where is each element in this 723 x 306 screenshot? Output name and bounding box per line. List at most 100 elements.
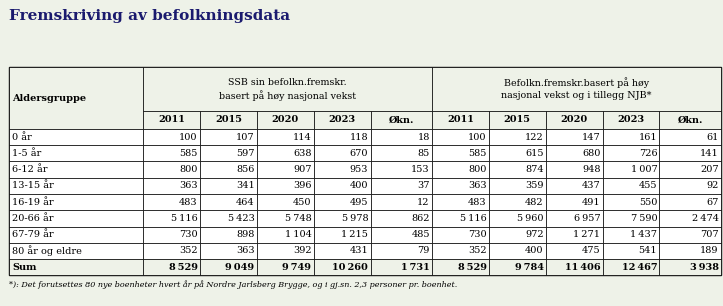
- Bar: [143, 111, 200, 129]
- Text: SSB sin befolkn.fremskr.: SSB sin befolkn.fremskr.: [228, 78, 347, 87]
- Bar: [370, 194, 432, 210]
- Text: 800: 800: [469, 165, 487, 174]
- Text: 972: 972: [525, 230, 544, 239]
- Text: 1-5 år: 1-5 år: [12, 149, 41, 158]
- Bar: [370, 178, 432, 194]
- Bar: [257, 194, 314, 210]
- Text: 1 104: 1 104: [285, 230, 312, 239]
- Text: 670: 670: [350, 149, 368, 158]
- Text: 147: 147: [581, 132, 600, 141]
- Bar: [200, 178, 257, 194]
- Bar: [200, 194, 257, 210]
- Bar: [314, 194, 370, 210]
- Text: Økn.: Økn.: [677, 115, 703, 125]
- Text: 359: 359: [525, 181, 544, 190]
- Text: 363: 363: [179, 181, 197, 190]
- Text: 800: 800: [179, 165, 197, 174]
- Text: 12 467: 12 467: [622, 263, 657, 272]
- Bar: [489, 210, 546, 226]
- Bar: [257, 259, 314, 275]
- Text: 491: 491: [582, 198, 600, 207]
- Bar: [314, 178, 370, 194]
- Text: 37: 37: [417, 181, 429, 190]
- Text: Befolkn.fremskr.basert på høy: Befolkn.fremskr.basert på høy: [504, 77, 649, 88]
- Text: 485: 485: [411, 230, 429, 239]
- Text: Aldersgruppe: Aldersgruppe: [12, 94, 87, 103]
- Text: 726: 726: [638, 149, 657, 158]
- Text: 495: 495: [350, 198, 368, 207]
- Bar: [370, 129, 432, 145]
- Bar: [9, 210, 143, 226]
- Text: 16-19 år: 16-19 år: [12, 198, 54, 207]
- Bar: [659, 194, 721, 210]
- Text: 7 590: 7 590: [630, 214, 657, 223]
- Text: 118: 118: [350, 132, 368, 141]
- Text: 122: 122: [525, 132, 544, 141]
- Bar: [200, 226, 257, 243]
- Bar: [546, 111, 602, 129]
- Bar: [546, 145, 602, 162]
- Text: 5 960: 5 960: [517, 214, 544, 223]
- Bar: [489, 162, 546, 178]
- Text: 9 049: 9 049: [226, 263, 254, 272]
- Text: 953: 953: [350, 165, 368, 174]
- Text: 1 731: 1 731: [401, 263, 429, 272]
- Bar: [602, 243, 659, 259]
- Bar: [143, 145, 200, 162]
- Bar: [314, 129, 370, 145]
- Bar: [9, 145, 143, 162]
- Text: 1 007: 1 007: [630, 165, 657, 174]
- Text: 1 271: 1 271: [573, 230, 600, 239]
- Bar: [602, 226, 659, 243]
- Text: 730: 730: [468, 230, 487, 239]
- Bar: [602, 259, 659, 275]
- Bar: [546, 162, 602, 178]
- Bar: [200, 162, 257, 178]
- Bar: [546, 178, 602, 194]
- Bar: [489, 226, 546, 243]
- Text: 437: 437: [581, 181, 600, 190]
- Text: 85: 85: [417, 149, 429, 158]
- Text: 6-12 år: 6-12 år: [12, 165, 48, 174]
- Text: 707: 707: [700, 230, 719, 239]
- Bar: [432, 129, 489, 145]
- Bar: [602, 111, 659, 129]
- Text: Sum: Sum: [12, 263, 37, 272]
- Text: 680: 680: [582, 149, 600, 158]
- Text: 482: 482: [525, 198, 544, 207]
- Text: 2015: 2015: [215, 115, 241, 125]
- Text: 450: 450: [293, 198, 312, 207]
- Text: 550: 550: [639, 198, 657, 207]
- Bar: [9, 67, 143, 129]
- Bar: [370, 243, 432, 259]
- Bar: [314, 226, 370, 243]
- Bar: [143, 243, 200, 259]
- Text: 61: 61: [706, 132, 719, 141]
- Text: 153: 153: [411, 165, 429, 174]
- Bar: [314, 259, 370, 275]
- Bar: [370, 145, 432, 162]
- Bar: [602, 194, 659, 210]
- Bar: [9, 259, 143, 275]
- Bar: [489, 259, 546, 275]
- Text: 363: 363: [236, 246, 254, 256]
- Text: 464: 464: [236, 198, 254, 207]
- Text: 862: 862: [411, 214, 429, 223]
- Text: 11 406: 11 406: [565, 263, 600, 272]
- Text: 400: 400: [525, 246, 544, 256]
- Bar: [489, 129, 546, 145]
- Bar: [314, 243, 370, 259]
- Text: 363: 363: [468, 181, 487, 190]
- Text: 161: 161: [638, 132, 657, 141]
- Bar: [200, 243, 257, 259]
- Text: 6 957: 6 957: [574, 214, 600, 223]
- Text: 80 år og eldre: 80 år og eldre: [12, 246, 82, 256]
- Bar: [602, 145, 659, 162]
- Bar: [143, 210, 200, 226]
- Bar: [9, 226, 143, 243]
- Bar: [546, 210, 602, 226]
- Text: 392: 392: [293, 246, 312, 256]
- Text: 8 529: 8 529: [168, 263, 197, 272]
- Text: 107: 107: [236, 132, 254, 141]
- Text: 5 116: 5 116: [171, 214, 197, 223]
